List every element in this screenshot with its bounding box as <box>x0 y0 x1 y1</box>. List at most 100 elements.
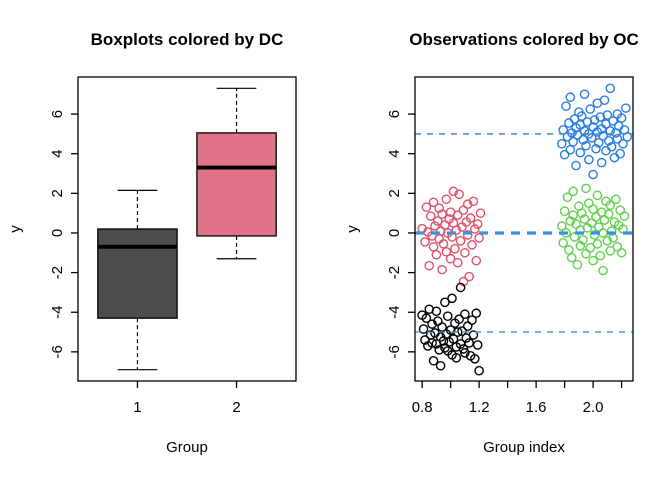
data-point-red-cluster <box>458 205 469 215</box>
data-point-red-cluster <box>464 271 474 282</box>
y-tick-label: -2 <box>386 266 403 279</box>
data-point-blue-cluster <box>586 133 597 143</box>
data-point-red-cluster <box>462 230 473 240</box>
data-point-red-cluster <box>425 211 436 221</box>
data-point-blue-cluster <box>605 83 616 94</box>
data-point-green-cluster <box>592 239 603 249</box>
data-point-black-cluster <box>455 282 466 293</box>
data-point-blue-cluster <box>589 115 600 125</box>
data-point-blue-cluster <box>585 104 596 114</box>
data-point-red-cluster <box>471 255 482 266</box>
data-point-blue-cluster <box>579 89 590 100</box>
x-tick-label: 0.8 <box>412 399 433 416</box>
data-point-red-cluster <box>454 189 464 200</box>
data-point-blue-cluster <box>556 138 567 149</box>
data-point-red-cluster <box>428 197 439 208</box>
data-point-blue-cluster <box>575 147 586 158</box>
data-point-blue-cluster <box>609 152 620 163</box>
data-point-red-cluster <box>434 203 445 213</box>
data-point-green-cluster <box>588 204 598 214</box>
data-point-red-cluster <box>441 194 452 205</box>
data-point-blue-cluster <box>559 149 570 160</box>
data-point-red-cluster <box>445 253 456 264</box>
data-point-red-cluster <box>472 219 483 229</box>
data-point-green-cluster <box>605 200 616 211</box>
data-point-blue-cluster <box>596 157 607 168</box>
data-point-black-cluster <box>427 319 437 329</box>
data-point-blue-cluster <box>571 160 581 171</box>
data-point-black-cluster <box>437 322 447 332</box>
data-point-blue-cluster <box>576 111 587 121</box>
data-point-red-cluster <box>430 221 440 231</box>
data-point-blue-cluster <box>606 141 617 152</box>
data-point-black-cluster <box>472 340 483 350</box>
data-point-red-cluster <box>440 220 450 230</box>
y-tick-label: -4 <box>386 306 403 319</box>
data-point-blue-cluster <box>565 144 576 155</box>
data-point-blue-cluster <box>605 126 616 136</box>
data-point-black-cluster <box>435 360 446 371</box>
data-point-black-cluster <box>418 324 429 334</box>
x-tick-label: 1.2 <box>469 399 490 416</box>
data-point-black-cluster <box>428 355 439 366</box>
data-point-green-cluster <box>612 242 623 252</box>
data-point-red-cluster <box>468 196 479 207</box>
data-point-blue-cluster <box>603 136 614 146</box>
data-point-blue-cluster <box>598 131 608 141</box>
data-point-black-cluster <box>431 306 442 317</box>
data-point-green-cluster <box>616 247 627 258</box>
data-point-black-cluster <box>471 308 482 319</box>
data-point-black-cluster <box>460 309 470 320</box>
data-point-blue-cluster <box>581 140 591 151</box>
data-point-green-cluster <box>562 192 573 203</box>
data-point-red-cluster <box>465 213 476 223</box>
data-point-red-cluster <box>475 208 486 218</box>
data-point-black-cluster <box>464 338 474 348</box>
data-point-black-cluster <box>447 293 457 304</box>
data-point-red-cluster <box>452 257 463 268</box>
data-point-black-cluster <box>470 354 480 364</box>
data-point-blue-cluster <box>601 145 611 156</box>
left-panel: Boxplots colored by DC Group y -6 -4 -2 0 2 4… <box>7 30 297 456</box>
data-point-red-cluster <box>458 276 469 287</box>
data-point-green-cluster <box>598 265 608 276</box>
data-point-green-cluster <box>611 194 621 205</box>
data-point-green-cluster <box>575 241 586 251</box>
data-point-green-cluster <box>594 222 604 232</box>
data-point-black-cluster <box>462 321 473 331</box>
right-panel-plot-area: -6 -4 -2 0 2 4 6 0.8 1.2 1.6 2.0 <box>386 76 634 416</box>
data-point-black-cluster <box>468 330 479 340</box>
data-point-green-cluster <box>568 186 578 197</box>
data-point-green-cluster <box>572 259 583 270</box>
data-point-green-cluster <box>615 205 625 215</box>
data-point-green-cluster <box>592 190 603 201</box>
data-point-green-cluster <box>599 215 610 225</box>
data-point-red-cluster <box>455 236 466 246</box>
data-point-red-cluster <box>448 186 459 197</box>
data-point-green-cluster <box>603 209 614 219</box>
data-point-red-cluster <box>432 216 443 226</box>
box-group-2 <box>196 132 277 237</box>
y-tick-label: 0 <box>386 229 403 237</box>
data-point-green-cluster <box>602 236 613 246</box>
data-point-blue-cluster <box>565 92 576 103</box>
data-point-black-cluster <box>442 311 453 321</box>
data-point-blue-cluster <box>568 137 578 147</box>
plot-border <box>77 76 297 382</box>
data-point-blue-cluster <box>616 113 627 123</box>
data-point-blue-cluster <box>594 137 604 148</box>
data-point-red-cluster <box>431 249 442 260</box>
data-point-green-cluster <box>559 206 570 216</box>
data-point-black-cluster <box>467 315 477 325</box>
box-group-1 <box>97 228 178 319</box>
data-point-blue-cluster <box>608 116 618 126</box>
data-point-blue-cluster <box>615 148 625 159</box>
right-panel-title: Observations colored by OC <box>409 30 639 49</box>
data-point-blue-cluster <box>561 101 571 111</box>
data-point-green-cluster <box>578 235 588 245</box>
data-point-green-cluster <box>589 230 600 240</box>
data-point-red-cluster <box>420 237 430 247</box>
y-tick-label: -6 <box>49 345 66 358</box>
left-panel-xaxis-title: Group <box>166 439 208 456</box>
